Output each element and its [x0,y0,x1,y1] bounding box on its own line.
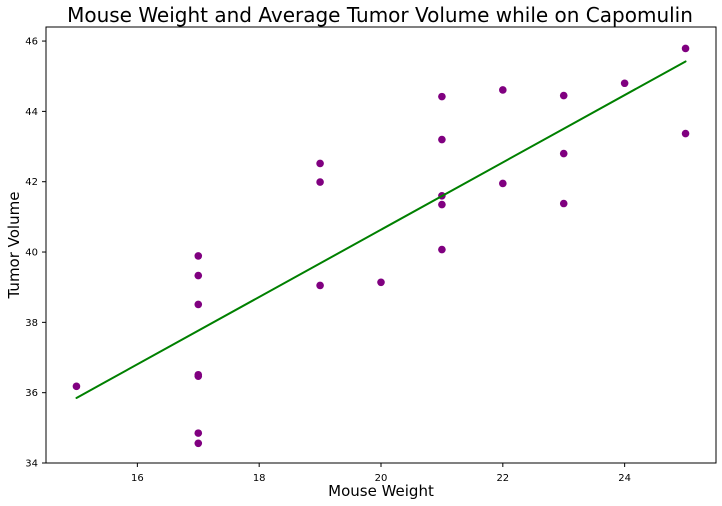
y-tick-label: 44 [25,107,38,118]
scatter-point [438,135,446,144]
y-tick-label: 42 [25,177,38,188]
scatter-point [194,252,203,260]
y-axis-label: Tumor Volume [5,192,23,300]
scatter-point [194,429,203,437]
x-tick-label: 20 [375,473,388,484]
plot-area [45,26,717,464]
y-tick-label: 36 [25,388,38,399]
x-axis-label: Mouse Weight [328,482,434,500]
scatter-point [559,199,568,208]
scatter-point [194,439,203,448]
scatter-point [499,86,507,94]
scatter-point [559,91,568,100]
x-tick-label: 24 [618,473,631,484]
scatter-point [499,179,507,188]
scatter-point [194,300,203,309]
scatter-point [194,271,203,280]
scatter-point [316,281,324,290]
scatter-point [316,178,324,186]
x-tick-label: 16 [131,473,144,484]
data-series [72,44,690,448]
scatter-point [681,129,690,138]
y-tick-label: 38 [25,318,38,329]
scatter-point [316,159,324,168]
scatter-point [620,79,629,88]
scatter-point [438,92,446,101]
regression-line [75,60,687,399]
y-tick-label: 34 [25,459,38,470]
scatter-point [438,245,446,254]
scatter-point [438,200,446,209]
scatter-point [72,382,81,391]
x-tick-label: 18 [253,473,266,484]
chart-title: Mouse Weight and Average Tumor Volume wh… [67,3,693,27]
scatter-point [559,149,568,158]
scatter-point [681,44,690,53]
scatter-point [194,372,203,380]
y-axis: 34 36 38 40 42 44 46 [25,37,46,470]
x-tick-label: 22 [496,473,509,484]
y-tick-label: 46 [25,37,38,48]
y-tick-label: 40 [25,248,38,259]
x-axis: 16 18 20 22 24 [131,463,631,484]
scatter-point [377,278,385,287]
